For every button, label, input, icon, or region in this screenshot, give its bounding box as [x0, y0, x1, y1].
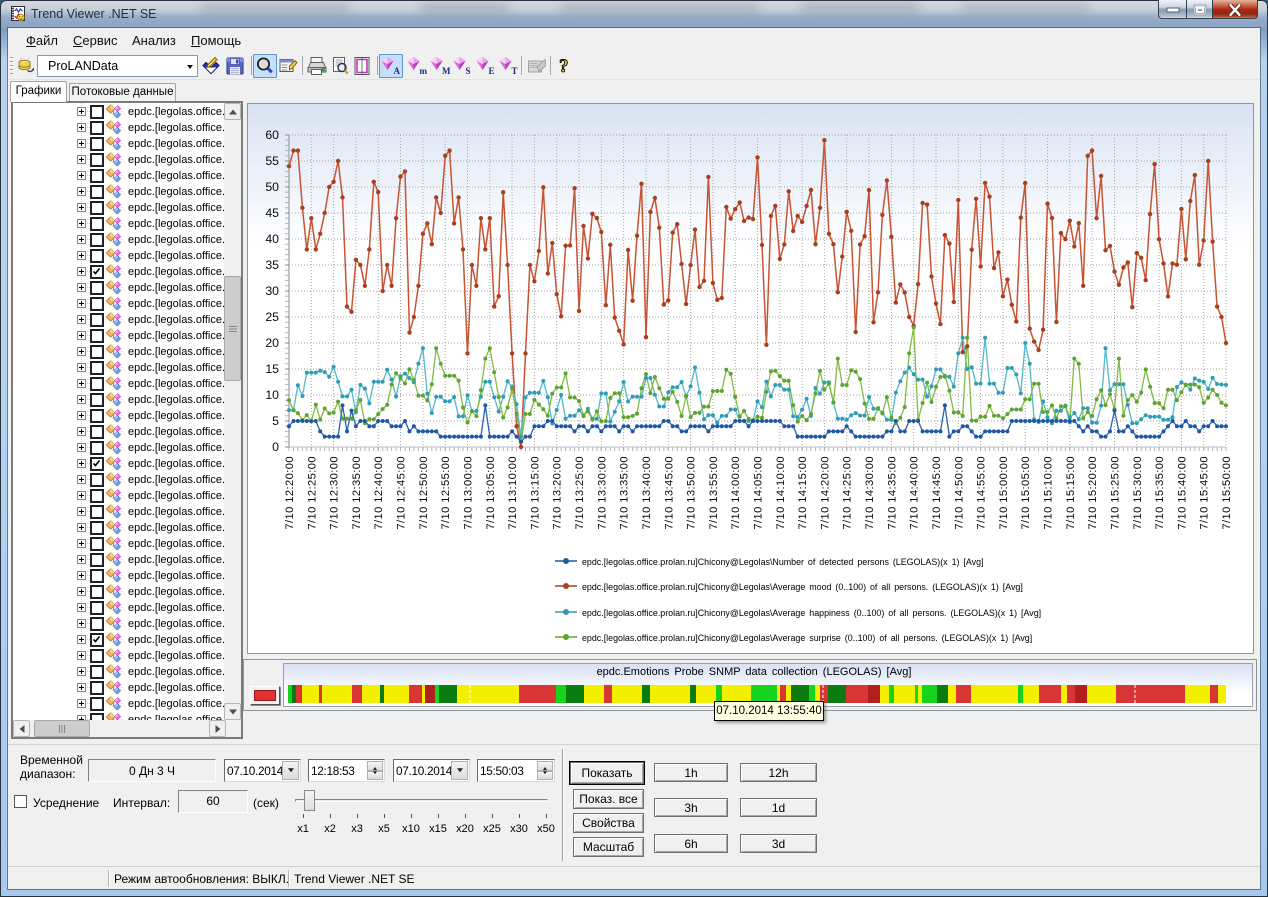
- svg-text:40: 40: [265, 232, 279, 246]
- svg-text:7/10 12:50:00: 7/10 12:50:00: [418, 456, 430, 530]
- svg-text:7/10 13:50:00: 7/10 13:50:00: [686, 456, 698, 530]
- svg-text:7/10 13:55:00: 7/10 13:55:00: [708, 456, 720, 530]
- svg-text:7/10 14:05:00: 7/10 14:05:00: [753, 456, 765, 530]
- svg-text:7/10 14:10:00: 7/10 14:10:00: [775, 456, 787, 530]
- svg-text:55: 55: [265, 154, 279, 168]
- svg-text:m: m: [420, 66, 428, 76]
- svg-text:15: 15: [265, 362, 279, 376]
- svg-text:7/10 12:20:00: 7/10 12:20:00: [284, 456, 296, 530]
- svg-text:25: 25: [265, 310, 279, 324]
- svg-text:7/10 12:35:00: 7/10 12:35:00: [351, 456, 363, 530]
- svg-text:30: 30: [265, 284, 279, 298]
- svg-text:?: ?: [559, 56, 569, 76]
- svg-text:7/10 15:25:00: 7/10 15:25:00: [1110, 456, 1122, 530]
- svg-text:7/10 15:35:00: 7/10 15:35:00: [1154, 456, 1166, 530]
- svg-text:0: 0: [272, 440, 279, 454]
- svg-text:10: 10: [265, 388, 279, 402]
- svg-text:7/10 14:35:00: 7/10 14:35:00: [886, 456, 898, 530]
- svg-text:7/10 14:20:00: 7/10 14:20:00: [819, 456, 831, 530]
- svg-text:7/10 12:25:00: 7/10 12:25:00: [306, 456, 318, 530]
- svg-text:7/10 15:05:00: 7/10 15:05:00: [1020, 456, 1032, 530]
- svg-text:50: 50: [265, 180, 279, 194]
- svg-text:7/10 13:45:00: 7/10 13:45:00: [663, 456, 675, 530]
- svg-text:7/10 12:30:00: 7/10 12:30:00: [329, 456, 341, 530]
- svg-text:35: 35: [265, 258, 279, 272]
- svg-text:7/10 15:40:00: 7/10 15:40:00: [1176, 456, 1188, 530]
- svg-text:7/10 13:30:00: 7/10 13:30:00: [596, 456, 608, 530]
- svg-text:7/10 13:20:00: 7/10 13:20:00: [552, 456, 564, 530]
- svg-text:7/10 14:50:00: 7/10 14:50:00: [953, 456, 965, 530]
- svg-text:7/10 15:10:00: 7/10 15:10:00: [1043, 456, 1055, 530]
- svg-text:60: 60: [265, 128, 279, 142]
- svg-text:M: M: [442, 66, 451, 76]
- svg-text:epdc.[legolas.office.prolan.ru: epdc.[legolas.office.prolan.ru]Chicony@L…: [582, 582, 1023, 592]
- svg-text:7/10 14:55:00: 7/10 14:55:00: [976, 456, 988, 530]
- svg-text:7/10 13:10:00: 7/10 13:10:00: [507, 456, 519, 530]
- svg-text:T: T: [512, 66, 518, 76]
- svg-text:7/10 13:05:00: 7/10 13:05:00: [485, 456, 497, 530]
- svg-text:7/10 15:20:00: 7/10 15:20:00: [1087, 456, 1099, 530]
- svg-text:7/10 14:30:00: 7/10 14:30:00: [864, 456, 876, 530]
- svg-text:7/10 13:35:00: 7/10 13:35:00: [619, 456, 631, 530]
- svg-text:S: S: [466, 66, 471, 76]
- svg-text:7/10 15:30:00: 7/10 15:30:00: [1132, 456, 1144, 530]
- svg-text:epdc.[legolas.office.prolan.ru: epdc.[legolas.office.prolan.ru]Chicony@L…: [582, 633, 1032, 643]
- svg-text:7/10 12:55:00: 7/10 12:55:00: [440, 456, 452, 530]
- svg-text:7/10 13:00:00: 7/10 13:00:00: [463, 456, 475, 530]
- svg-text:7/10 14:15:00: 7/10 14:15:00: [797, 456, 809, 530]
- svg-text:7/10 15:45:00: 7/10 15:45:00: [1199, 456, 1211, 530]
- svg-text:7/10 14:45:00: 7/10 14:45:00: [931, 456, 943, 530]
- svg-text:epdc.[legolas.office.prolan.ru: epdc.[legolas.office.prolan.ru]Chicony@L…: [582, 557, 983, 567]
- svg-text:7/10 14:40:00: 7/10 14:40:00: [909, 456, 921, 530]
- svg-text:7/10 12:45:00: 7/10 12:45:00: [396, 456, 408, 530]
- svg-text:7/10 14:00:00: 7/10 14:00:00: [730, 456, 742, 530]
- svg-text:5: 5: [272, 414, 279, 428]
- svg-text:7/10 12:40:00: 7/10 12:40:00: [373, 456, 385, 530]
- svg-text:20: 20: [265, 336, 279, 350]
- svg-text:A: A: [394, 66, 401, 76]
- svg-text:45: 45: [265, 206, 279, 220]
- svg-text:7/10 15:00:00: 7/10 15:00:00: [998, 456, 1010, 530]
- svg-text:7/10 15:15:00: 7/10 15:15:00: [1065, 456, 1077, 530]
- svg-text:7/10 15:50:00: 7/10 15:50:00: [1221, 456, 1233, 530]
- svg-text:epdc.[legolas.office.prolan.ru: epdc.[legolas.office.prolan.ru]Chicony@L…: [582, 608, 1041, 618]
- svg-text:7/10 13:40:00: 7/10 13:40:00: [641, 456, 653, 530]
- svg-text:7/10 13:15:00: 7/10 13:15:00: [529, 456, 541, 530]
- svg-text:E: E: [489, 66, 495, 76]
- svg-text:7/10 14:25:00: 7/10 14:25:00: [842, 456, 854, 530]
- svg-text:7/10 13:25:00: 7/10 13:25:00: [574, 456, 586, 530]
